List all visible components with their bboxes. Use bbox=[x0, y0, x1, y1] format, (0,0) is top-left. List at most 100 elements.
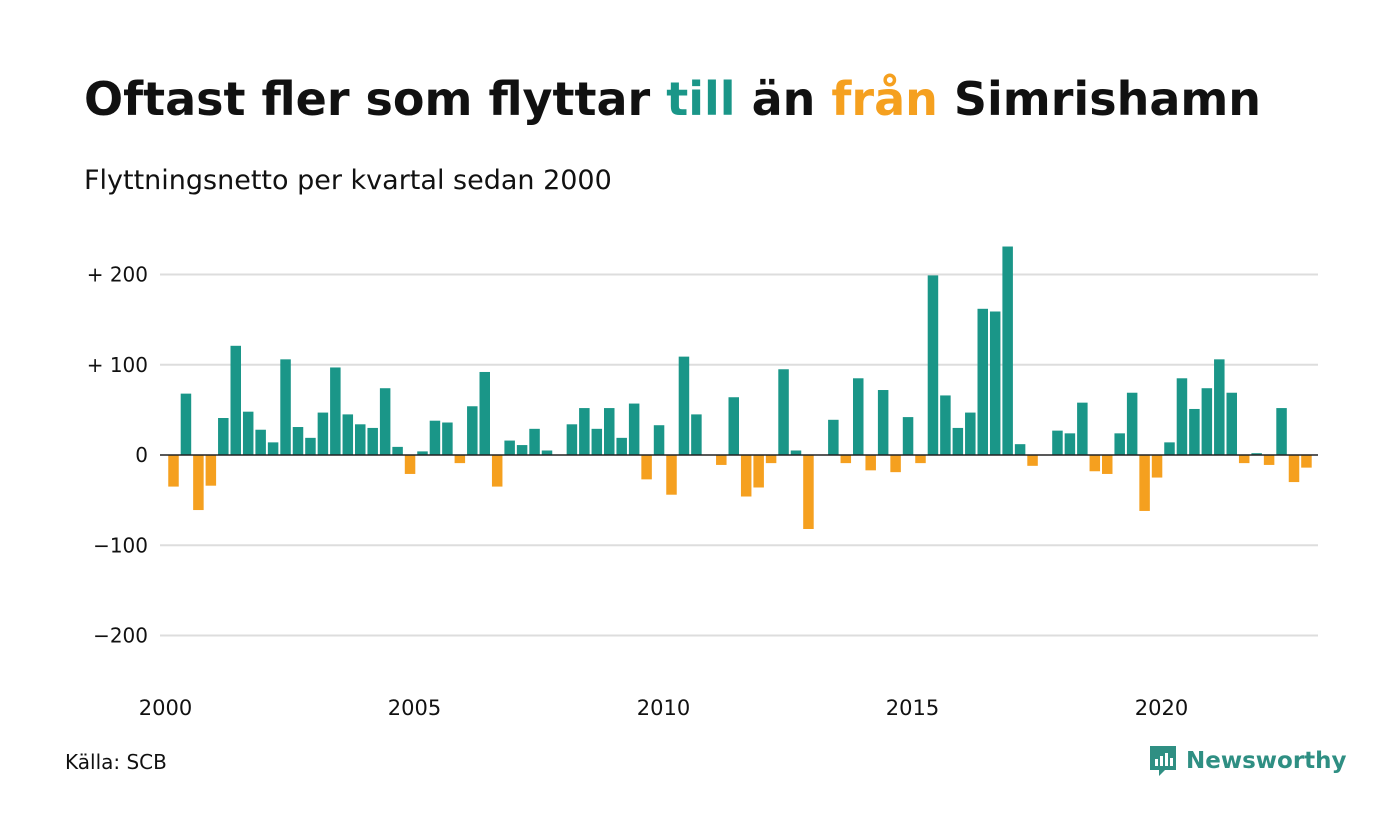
bar bbox=[927, 275, 939, 455]
bar bbox=[1189, 408, 1200, 455]
newsworthy-logo-icon bbox=[1150, 746, 1176, 776]
bar bbox=[454, 455, 466, 464]
title-highlight-till: till bbox=[666, 72, 736, 126]
bar bbox=[330, 367, 341, 455]
x-tick-label: 2010 bbox=[637, 696, 690, 720]
y-tick-label: 0 bbox=[135, 443, 148, 467]
bar bbox=[666, 455, 677, 495]
bar bbox=[890, 455, 901, 473]
bar bbox=[529, 428, 540, 455]
brand-name: Newsworthy bbox=[1186, 748, 1347, 774]
bar bbox=[604, 408, 615, 455]
bar bbox=[541, 450, 553, 455]
bar bbox=[467, 406, 478, 455]
bar bbox=[865, 455, 876, 471]
bar bbox=[280, 359, 291, 455]
bar bbox=[1251, 453, 1262, 455]
bar bbox=[1102, 455, 1113, 474]
bar bbox=[753, 455, 764, 488]
bar bbox=[255, 429, 266, 455]
bar bbox=[404, 455, 416, 474]
bar bbox=[491, 455, 503, 487]
bar bbox=[1014, 444, 1026, 455]
bar bbox=[267, 442, 279, 455]
bar bbox=[218, 418, 229, 455]
bar bbox=[591, 428, 603, 455]
chart-subtitle: Flyttningsnetto per kvartal sedan 2000 bbox=[84, 165, 612, 196]
bar bbox=[242, 411, 254, 455]
bar bbox=[628, 403, 640, 455]
bar bbox=[1276, 408, 1287, 455]
bar bbox=[180, 393, 192, 455]
bar bbox=[1288, 455, 1300, 483]
bar bbox=[367, 427, 378, 455]
bar bbox=[417, 451, 428, 455]
bar bbox=[678, 356, 690, 455]
title-highlight-fran: från bbox=[831, 72, 938, 126]
bar bbox=[616, 437, 627, 455]
bar bbox=[1002, 246, 1013, 455]
bar bbox=[355, 424, 366, 455]
bar bbox=[940, 395, 951, 455]
bar bbox=[1201, 388, 1213, 455]
bar bbox=[765, 455, 777, 464]
bar bbox=[1089, 455, 1101, 472]
title-part-3: än bbox=[735, 72, 832, 126]
bar bbox=[790, 450, 802, 455]
y-tick-label: + 200 bbox=[87, 263, 148, 287]
bar bbox=[292, 427, 304, 455]
bar bbox=[977, 308, 988, 455]
bar bbox=[641, 455, 652, 480]
y-tick-label: −100 bbox=[93, 533, 148, 557]
bar bbox=[740, 455, 752, 497]
bar bbox=[566, 424, 578, 455]
bar-chart: + 200 + 100 0 −100 −200 2000 2005 2010 2015 2020 bbox=[87, 246, 1318, 720]
bar bbox=[853, 378, 864, 455]
bar bbox=[516, 445, 528, 455]
bar bbox=[1139, 455, 1150, 511]
bar bbox=[379, 388, 391, 455]
source-label: Källa: SCB bbox=[65, 750, 167, 774]
title-part-5: Simrishamn bbox=[937, 72, 1262, 126]
bar bbox=[579, 408, 590, 455]
y-tick-label: −200 bbox=[93, 624, 148, 648]
x-tick-label: 2005 bbox=[388, 696, 441, 720]
bar bbox=[828, 419, 839, 455]
bar bbox=[1126, 392, 1138, 455]
bar bbox=[1064, 433, 1076, 455]
bar bbox=[1238, 455, 1250, 464]
y-tick-label: + 100 bbox=[87, 353, 148, 377]
x-tick-label: 2015 bbox=[886, 696, 939, 720]
bar bbox=[653, 425, 665, 455]
bar bbox=[504, 440, 515, 455]
x-tick-label: 2020 bbox=[1135, 696, 1188, 720]
bar bbox=[1176, 378, 1188, 455]
bar bbox=[1114, 433, 1125, 455]
bar bbox=[1301, 455, 1312, 468]
bar bbox=[1151, 455, 1163, 478]
bar bbox=[902, 417, 914, 455]
chart-title: Oftast fler som flyttar till än från Sim… bbox=[84, 72, 1261, 126]
bar bbox=[1226, 392, 1237, 455]
bar bbox=[230, 345, 241, 455]
bar bbox=[1077, 402, 1088, 455]
bar bbox=[442, 422, 453, 455]
bar bbox=[392, 446, 403, 455]
bar bbox=[778, 369, 789, 455]
bar bbox=[915, 455, 926, 464]
bar bbox=[691, 414, 702, 455]
bar bbox=[877, 390, 889, 455]
brand-logo: Newsworthy bbox=[1148, 744, 1347, 778]
bar bbox=[1027, 455, 1038, 466]
bar bbox=[716, 455, 727, 465]
bar bbox=[989, 311, 1001, 455]
bar bbox=[840, 455, 852, 464]
bar bbox=[317, 412, 329, 455]
bar bbox=[1263, 455, 1275, 465]
bar bbox=[1214, 359, 1225, 455]
x-tick-label: 2000 bbox=[139, 696, 192, 720]
bar bbox=[205, 455, 217, 486]
bar bbox=[728, 397, 739, 455]
bar bbox=[803, 455, 814, 529]
bar bbox=[952, 427, 964, 455]
